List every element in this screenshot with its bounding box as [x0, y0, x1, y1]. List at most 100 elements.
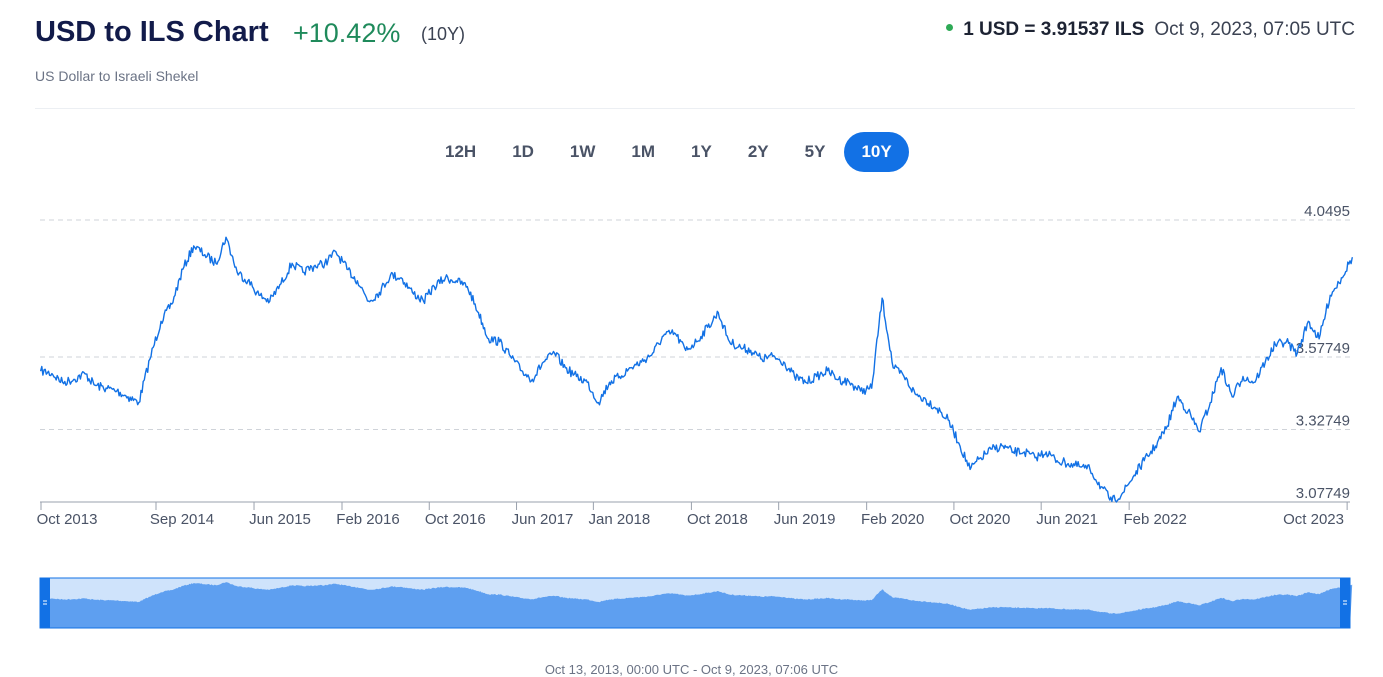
x-tick-label: Jun 2015: [249, 511, 311, 528]
page-title: USD to ILS Chart: [35, 16, 269, 48]
data-point: [356, 280, 358, 282]
x-tick-label: Sep 2014: [150, 511, 214, 528]
data-point: [1002, 445, 1004, 447]
data-point: [892, 367, 894, 369]
data-point: [335, 251, 337, 253]
line-chart: 4.0495 3.57749 3.32749 3.07749 Oct 2013 Sep 2…: [37, 203, 1353, 528]
data-point: [225, 236, 227, 238]
data-point: [695, 341, 698, 343]
data-point: [619, 375, 621, 378]
data-point: [1012, 451, 1014, 453]
data-point: [1307, 320, 1309, 322]
y-tick-label: 3.57749: [1296, 340, 1350, 357]
x-tick-label: Feb 2016: [336, 511, 399, 528]
data-point: [73, 378, 75, 380]
x-tick-label: Oct 2023: [1283, 511, 1344, 528]
data-point: [816, 375, 818, 378]
rate-timestamp: Oct 9, 2023, 07:05 UTC: [1154, 19, 1355, 40]
data-point: [247, 280, 249, 282]
data-point: [1318, 338, 1320, 340]
data-point: [411, 291, 413, 293]
data-point: [1143, 460, 1145, 462]
data-point: [793, 375, 796, 378]
data-point: [586, 381, 588, 383]
data-point: [1056, 460, 1058, 462]
data-point: [455, 280, 457, 282]
data-point: [400, 277, 402, 279]
x-tick-label: Oct 2020: [949, 511, 1010, 528]
range-button-1y[interactable]: 1Y: [691, 142, 712, 161]
data-point: [499, 341, 501, 343]
data-point: [826, 370, 829, 372]
data-point: [969, 468, 971, 470]
data-point: [127, 396, 129, 398]
range-button-1d[interactable]: 1D: [512, 142, 534, 161]
range-button-5y[interactable]: 5Y: [804, 142, 826, 161]
data-point: [116, 390, 118, 392]
data-point: [40, 370, 42, 372]
data-point: [1078, 465, 1080, 468]
data-point: [258, 294, 260, 296]
data-point: [313, 265, 315, 267]
data-point: [1100, 486, 1102, 488]
data-point: [772, 355, 774, 357]
x-tick-label: Jun 2019: [774, 511, 836, 528]
data-point: [652, 352, 654, 354]
data-point: [848, 381, 851, 383]
data-point: [160, 320, 162, 322]
data-point: [1351, 257, 1353, 259]
data-point: [750, 349, 752, 351]
chart-navigator[interactable]: [0, 570, 1383, 636]
data-point: [215, 262, 217, 264]
data-point: [1231, 396, 1233, 398]
data-point: [958, 442, 960, 444]
x-tick-label: Jun 2017: [512, 511, 574, 528]
data-point: [138, 402, 140, 404]
data-point: [1340, 277, 1342, 279]
data-point: [291, 262, 293, 264]
data-point: [914, 393, 916, 395]
data-point: [204, 254, 206, 256]
data-point: [925, 399, 927, 401]
data-point: [378, 291, 380, 293]
data-point: [62, 381, 64, 383]
data-point: [193, 245, 195, 247]
data-point: [1045, 451, 1047, 453]
data-point: [94, 384, 96, 386]
range-button-1m[interactable]: 1M: [631, 142, 656, 161]
range-button-10y[interactable]: 10Y: [844, 132, 909, 172]
x-tick-label: Feb 2020: [861, 511, 924, 528]
data-point: [575, 375, 578, 378]
data-point: [444, 277, 446, 279]
data-point: [1154, 445, 1156, 447]
data-point: [707, 326, 709, 328]
data-point: [1133, 474, 1135, 476]
data-point: [608, 381, 611, 383]
range-button-2y[interactable]: 2Y: [747, 142, 769, 161]
data-point: [881, 297, 883, 299]
y-tick-label: 4.0495: [1304, 203, 1350, 220]
data-point: [1253, 381, 1255, 383]
y-tick-label: 3.07749: [1296, 485, 1350, 502]
data-point: [302, 271, 304, 273]
data-point: [597, 402, 600, 404]
data-point: [805, 381, 807, 383]
navigator-left-handle[interactable]: [40, 578, 50, 628]
data-point: [1220, 367, 1222, 369]
data-point: [477, 312, 480, 314]
data-point: [531, 378, 533, 380]
range-button-12h[interactable]: 12H: [445, 142, 477, 161]
range-button-1w[interactable]: 1W: [569, 142, 596, 161]
data-point: [991, 448, 993, 450]
data-point: [662, 335, 665, 337]
navigator-right-handle[interactable]: [1340, 578, 1350, 628]
percent-change: +10.42%: [293, 18, 401, 48]
data-point: [1034, 457, 1036, 459]
data-point: [564, 367, 567, 369]
data-point: [105, 387, 107, 389]
data-point: [1023, 451, 1025, 453]
data-point: [1209, 402, 1211, 404]
x-tick-label: Oct 2016: [425, 511, 486, 528]
data-point: [717, 312, 719, 314]
x-tick-label: Jan 2018: [589, 511, 651, 528]
